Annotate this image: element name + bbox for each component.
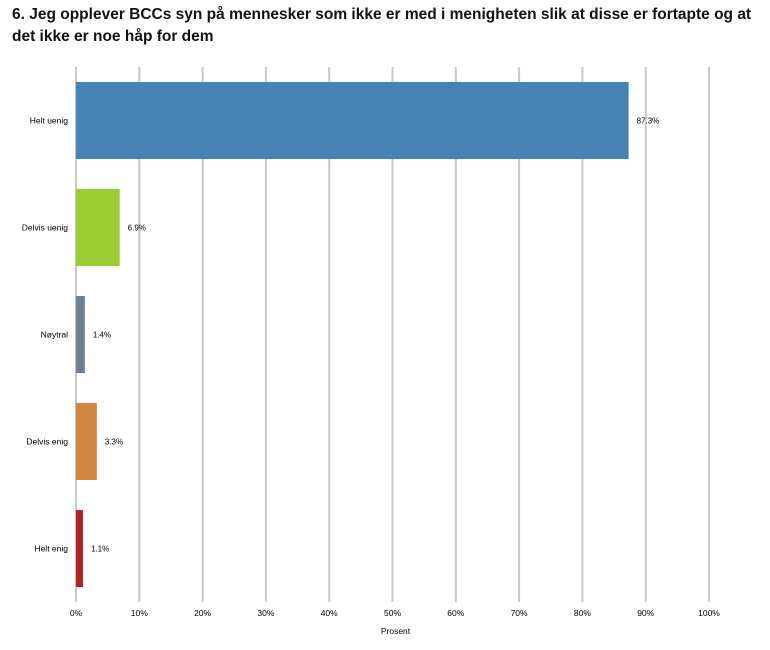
x-tick-label: 40% <box>321 608 338 618</box>
value-labels: 87.3% 6.9% 1.4% 3.3% 1.1% <box>91 117 659 554</box>
bars <box>76 81 629 588</box>
category-label: Helt enig <box>34 544 68 554</box>
x-tick-label: 100% <box>698 608 720 618</box>
category-label: Nøytral <box>41 330 69 340</box>
category-labels: Helt uenig Delvis uenig Nøytral Delvis enig… <box>22 116 69 554</box>
category-label: Delvis enig <box>26 437 68 447</box>
bar <box>76 295 85 374</box>
x-tick-label: 30% <box>257 608 274 618</box>
x-tick-label: 90% <box>637 608 654 618</box>
value-label: 1.4% <box>93 331 111 340</box>
value-label: 87.3% <box>637 117 660 126</box>
x-tick-label: 60% <box>447 608 464 618</box>
bar <box>76 509 83 588</box>
category-label: Delvis uenig <box>22 223 69 233</box>
value-label: 1.1% <box>91 545 109 554</box>
chart-title: 6. Jeg opplever BCCs syn på mennesker so… <box>12 6 752 45</box>
x-tick-label: 80% <box>574 608 591 618</box>
bar <box>76 81 629 160</box>
category-label: Helt uenig <box>30 116 69 126</box>
x-tick-label: 50% <box>384 608 401 618</box>
x-tick-label: 20% <box>194 608 211 618</box>
x-tick-labels: 0% 10% 20% 30% 40% 50% 60% 70% 80% 90% 100% <box>70 608 720 618</box>
bar <box>76 402 97 481</box>
x-axis-title: Prosent <box>381 626 411 636</box>
bar <box>76 188 120 267</box>
x-tick-label: 10% <box>131 608 148 618</box>
x-tick-label: 0% <box>70 608 83 618</box>
value-label: 6.9% <box>128 224 146 233</box>
x-tick-label: 70% <box>511 608 528 618</box>
value-label: 3.3% <box>105 438 123 447</box>
